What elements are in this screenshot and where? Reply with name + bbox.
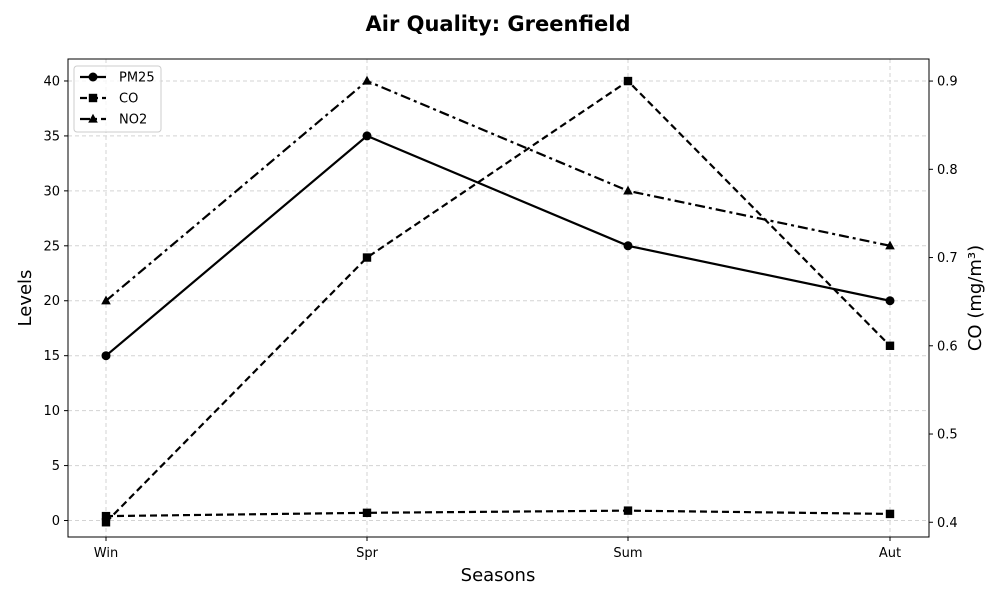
data-point-no2 [101, 295, 111, 305]
data-point-co [623, 506, 633, 515]
y2-tick-label: 0.7 [937, 251, 958, 266]
y2-tick-label: 0.6 [937, 339, 958, 354]
data-point-co [101, 511, 111, 521]
y2-tick-label: 0.5 [937, 428, 958, 443]
legend: PM25 CO NO2 [73, 65, 162, 133]
legend-box [73, 65, 162, 133]
chart-title: Air Quality: Greenfield [366, 12, 631, 36]
data-point-no2 [885, 240, 895, 250]
y2-tick-label: 0.4 [937, 516, 958, 531]
series-line-no2 [105, 79, 891, 302]
data-point-co-secondary [101, 518, 111, 527]
y2-tick-label: 0.9 [937, 75, 958, 90]
data-point-co [362, 508, 372, 518]
y-tick-label: 35 [43, 129, 60, 144]
y2-axis-label: CO (mg/m³) [965, 245, 986, 351]
data-point-no2 [623, 185, 633, 195]
series-layer [101, 75, 895, 527]
y-tick-label: 20 [43, 294, 60, 309]
x-axis: Win Spr Sum Aut [94, 537, 901, 561]
y2-tick-label: 0.8 [937, 163, 958, 178]
y-axis-left: 0 5 10 15 20 25 30 35 40 [43, 74, 68, 529]
legend-label-co: CO [119, 92, 138, 107]
data-point-co-secondary [885, 341, 895, 350]
legend-label-pm25: PM25 [119, 71, 155, 86]
legend-marker-no2 [88, 113, 98, 123]
series-line-pm25 [105, 134, 891, 357]
y-axis-right: 0.4 0.5 0.6 0.7 0.8 0.9 [929, 75, 958, 531]
x-tick-label: Spr [356, 546, 379, 561]
y-tick-label: 15 [43, 349, 60, 364]
series-line-co [105, 509, 891, 518]
data-point-pm25 [885, 296, 895, 306]
y-tick-label: 0 [52, 514, 60, 529]
y-tick-label: 30 [43, 184, 60, 199]
data-point-pm25 [623, 241, 633, 251]
series-line-co-secondary [105, 79, 891, 524]
data-point-pm25 [362, 131, 372, 141]
x-tick-label: Win [94, 546, 118, 561]
y-tick-label: 5 [52, 459, 60, 474]
x-axis-label: Seasons [461, 565, 536, 586]
y-axis-label: Levels [15, 270, 36, 327]
data-point-co [885, 509, 895, 519]
data-point-co-secondary [623, 76, 633, 86]
plot-frame [67, 58, 930, 538]
legend-label-no2: NO2 [119, 113, 147, 128]
x-tick-label: Sum [613, 546, 642, 561]
legend-marker-pm25 [88, 72, 98, 82]
x-tick-label: Aut [879, 546, 901, 561]
data-point-no2 [362, 75, 372, 85]
y-tick-label: 40 [43, 74, 60, 89]
y-tick-label: 25 [43, 239, 60, 254]
data-point-co-secondary [362, 253, 372, 262]
y-tick-label: 10 [43, 404, 60, 419]
legend-marker-co [88, 93, 98, 103]
data-point-pm25 [101, 351, 111, 361]
